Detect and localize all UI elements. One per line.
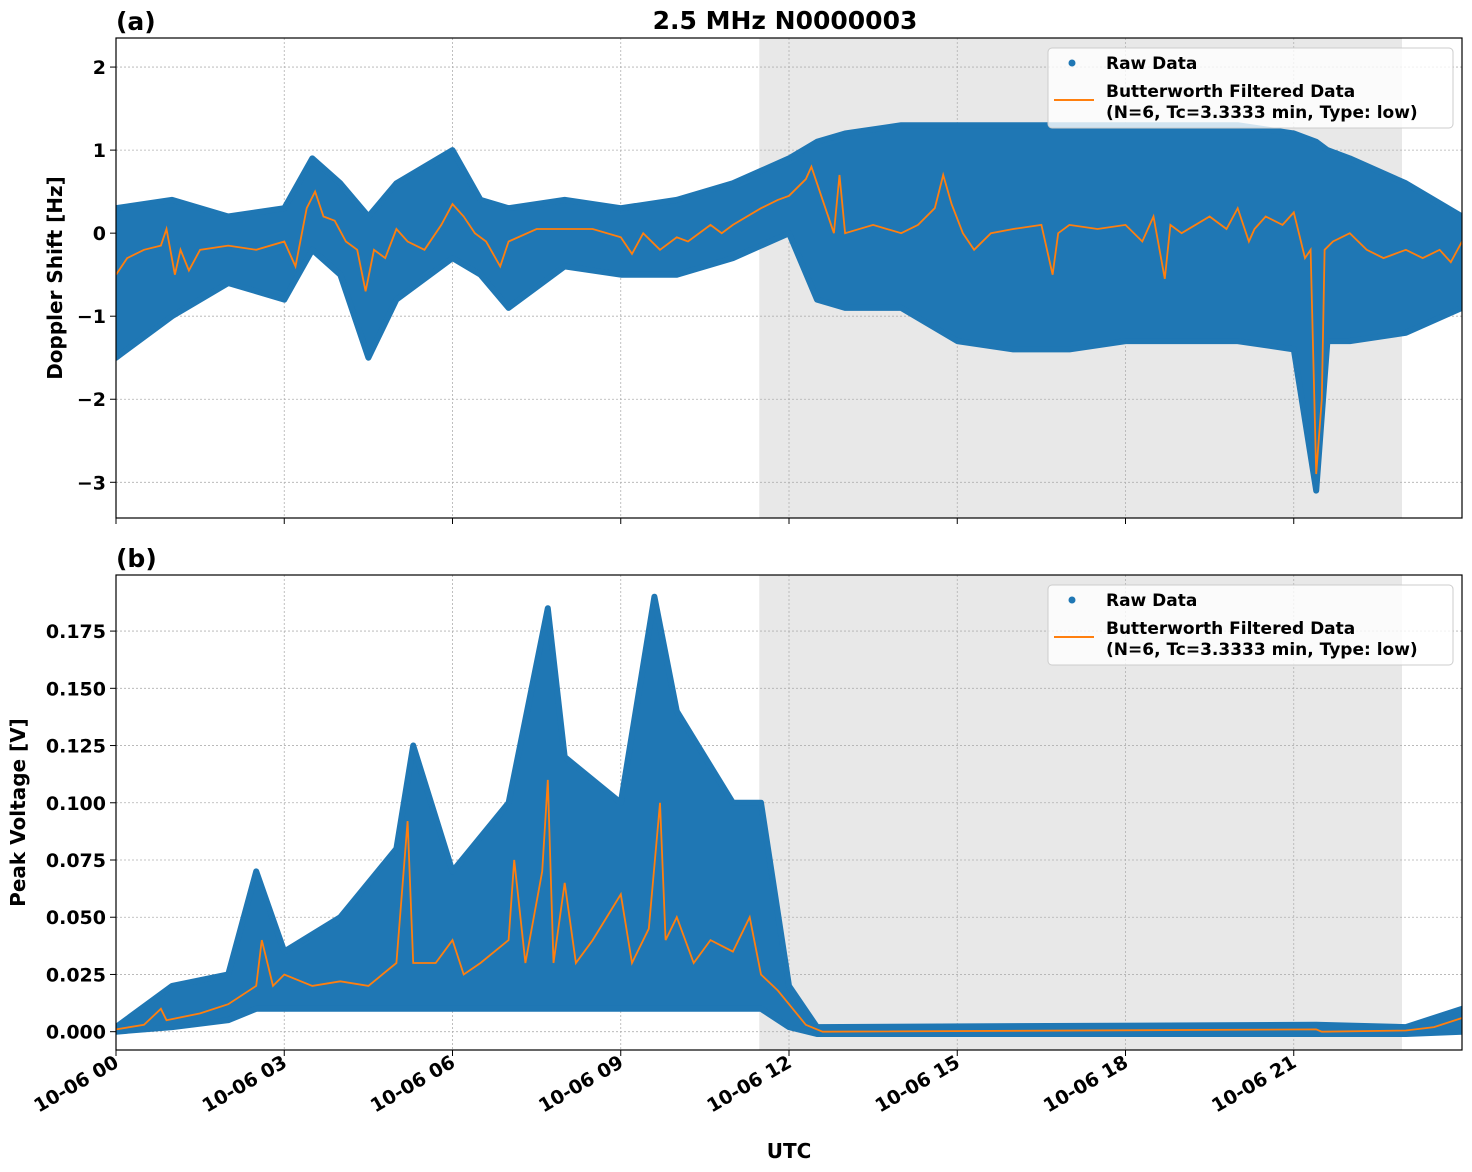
y-tick-label: 0.100 [46,793,106,815]
legend-filtered-label: Butterworth Filtered Data [1106,619,1355,639]
y-tick-label: −1 [77,306,106,328]
legend: Raw Data Butterworth Filtered Data(N=6, T… [1047,584,1454,666]
panel-label: (b) [116,544,157,573]
x-tick-label: 10-06 00 [30,1051,122,1117]
y-tick-label: 0.150 [46,678,106,700]
y-tick-label: 0.125 [46,736,106,758]
legend-raw-label: Raw Data [1106,54,1197,74]
panel-a: 2 1 0 −1 −2 −3 (a) Doppler Shift [Hz] Raw Data Bu… [43,7,1463,524]
legend-raw-marker [1068,59,1076,67]
x-tick-label: 10-06 09 [535,1051,627,1117]
y-tick-label: 0.075 [46,850,106,872]
raw-data-band [116,122,1462,494]
legend-filtered-params: (N=6, Tc=3.3333 min, Type: low) [1106,640,1418,660]
y-tick-label: 1 [93,140,106,162]
legend-box [1047,47,1454,129]
x-tick-label: 10-06 03 [198,1051,290,1117]
filtered-data-line [116,779,1462,1033]
filtered-data-line [116,164,1462,475]
legend: Raw Data Butterworth Filtered Data(N=6, T… [1047,47,1454,129]
panel-label: (a) [116,7,156,36]
y-tick-label: 0.175 [46,621,106,643]
x-tick-label: 10-06 18 [1040,1051,1132,1117]
figure-title: 2.5 MHz N0000003 [653,6,918,35]
raw-data-band [116,593,1462,1037]
y-axis-label: Doppler Shift [Hz] [43,176,67,380]
x-tick-label: 10-06 06 [367,1051,459,1117]
legend-raw-marker [1068,596,1076,604]
x-axis-label: UTC [767,1139,812,1163]
x-tick-label: 10-06 12 [703,1051,795,1117]
legend-filtered-params: (N=6, Tc=3.3333 min, Type: low) [1106,103,1418,123]
panel-b: 0.175 0.150 0.125 0.100 0.075 0.050 0.025 0.000… [6,544,1463,1117]
y-tick-label: −3 [77,472,106,494]
y-tick-label: −2 [77,389,106,411]
x-tick-label: 10-06 15 [871,1051,963,1117]
y-tick-label: 0.050 [46,907,106,929]
y-axis-label: Peak Voltage [V] [6,718,30,907]
y-tick-label: 0 [93,223,106,245]
x-tick-label: 10-06 21 [1208,1051,1300,1117]
y-tick-label: 0.025 [46,964,106,986]
y-tick-label: 2 [93,57,106,79]
legend-filtered-label: Butterworth Filtered Data [1106,82,1355,102]
legend-box [1047,584,1454,666]
legend-raw-label: Raw Data [1106,591,1197,611]
y-tick-label: 0.000 [46,1022,106,1044]
